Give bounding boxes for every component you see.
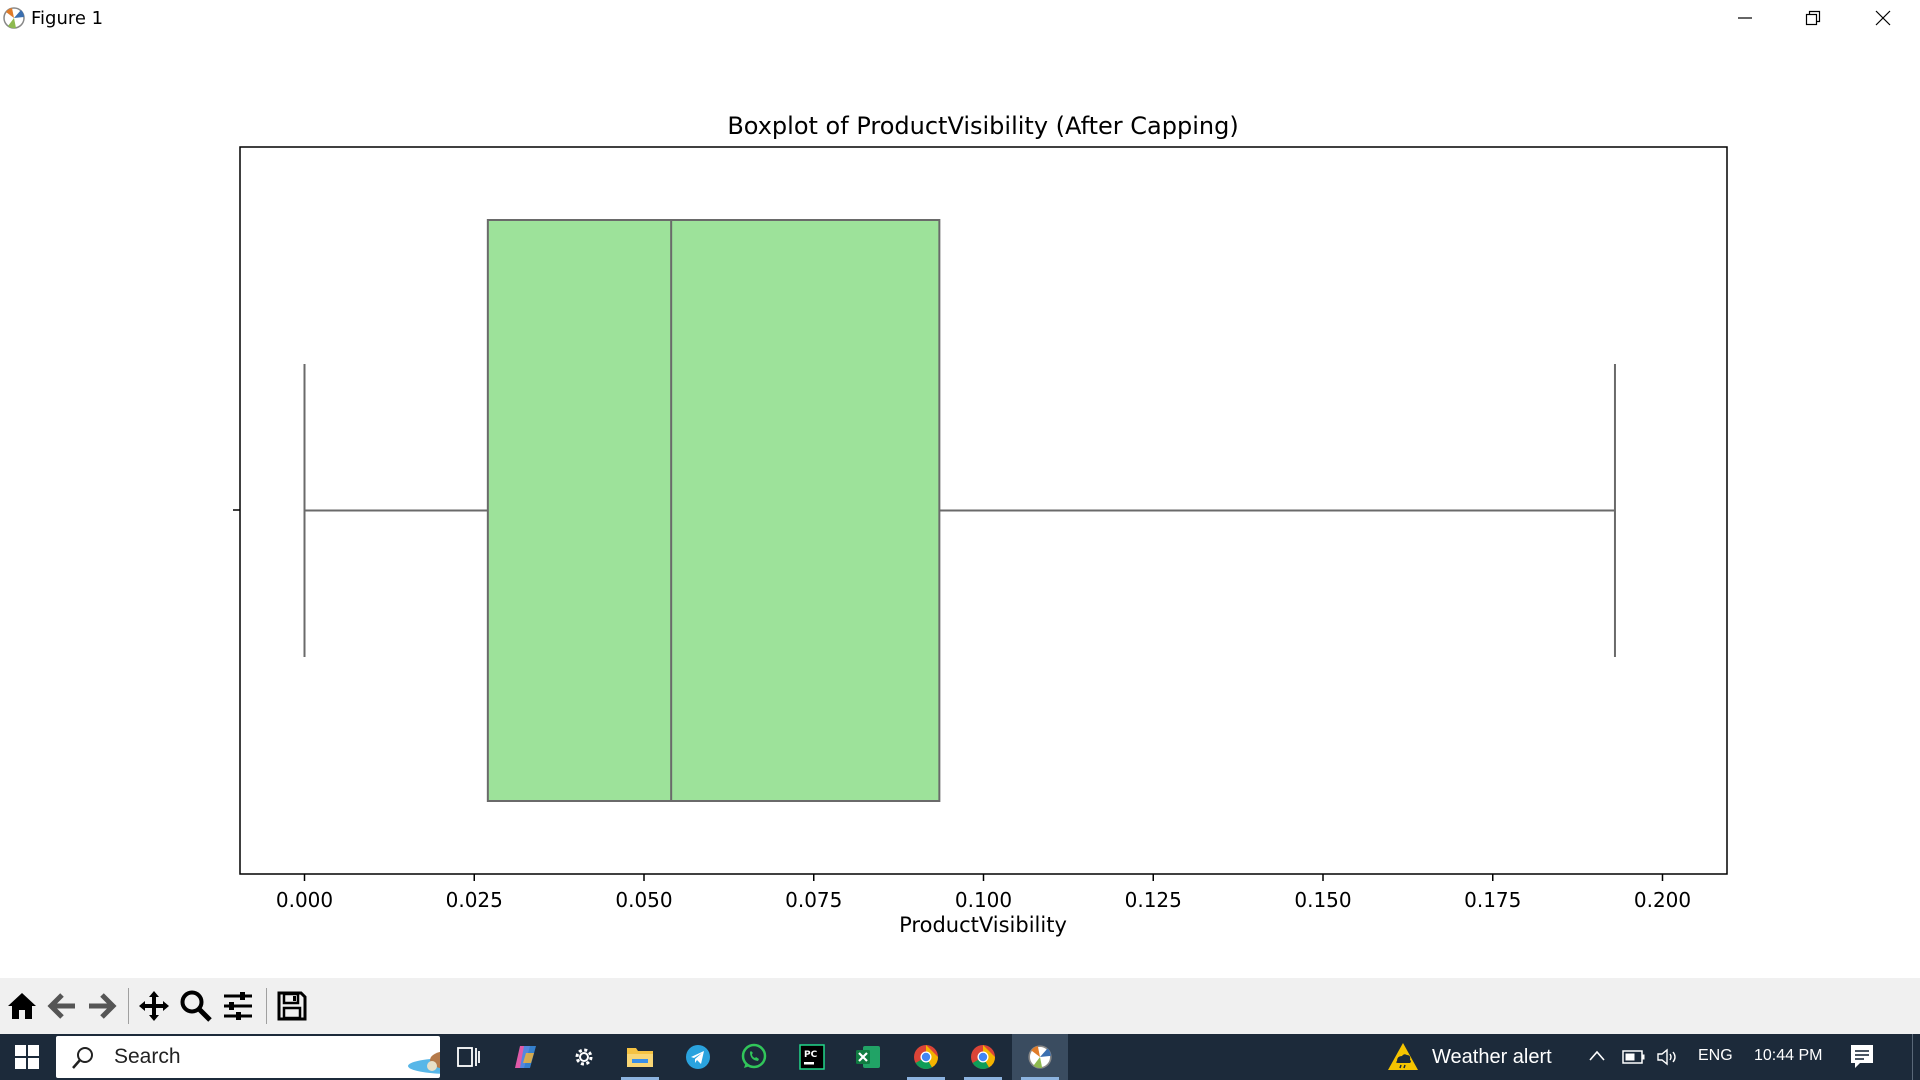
- pan-icon: [139, 991, 169, 1021]
- close-button[interactable]: [1848, 0, 1918, 36]
- weather-alert-text: Weather alert: [1432, 1045, 1552, 1068]
- notification-center-icon[interactable]: [1848, 1042, 1876, 1072]
- whatsapp-button[interactable]: [726, 1034, 782, 1080]
- chrome-profile-button[interactable]: [955, 1034, 1011, 1080]
- task-view-icon: [457, 1047, 480, 1067]
- close-icon: [1875, 10, 1891, 26]
- search-placeholder: Search: [114, 1045, 181, 1068]
- matplotlib-app-icon: [3, 7, 25, 29]
- taskbar-clock[interactable]: 10:44 PM: [1754, 1047, 1823, 1064]
- restore-icon: [1805, 10, 1821, 26]
- navigation-toolbar: [0, 978, 1920, 1034]
- running-indicator: [1021, 1077, 1059, 1080]
- toolbar-separator: [128, 988, 129, 1024]
- window-title: Figure 1: [31, 8, 104, 29]
- configure-subplots-button[interactable]: [220, 988, 256, 1024]
- x-tick-label: 0.100: [955, 888, 1012, 912]
- settings-button[interactable]: [556, 1034, 612, 1080]
- configure-subplots-icon: [224, 992, 252, 1020]
- back-button[interactable]: [44, 988, 80, 1024]
- chart-title: Boxplot of ProductVisibility (After Capp…: [727, 112, 1238, 140]
- restore-button[interactable]: [1778, 0, 1848, 36]
- telegram-icon: [686, 1045, 710, 1069]
- whatsapp-icon: [741, 1043, 767, 1069]
- matplotlib-figure-button[interactable]: [1012, 1034, 1068, 1080]
- x-tick-label: 0.000: [276, 888, 333, 912]
- telegram-button[interactable]: [670, 1034, 726, 1080]
- interquartile-box: [486, 219, 941, 802]
- file-explorer-button[interactable]: [612, 1034, 668, 1080]
- x-tick-label: 0.200: [1634, 888, 1691, 912]
- home-icon: [8, 993, 36, 1019]
- x-tick-label: 0.025: [446, 888, 503, 912]
- pan-button[interactable]: [136, 988, 172, 1024]
- running-indicator: [907, 1077, 945, 1080]
- minimize-icon: [1738, 17, 1752, 19]
- zoom-button[interactable]: [178, 988, 214, 1024]
- language-indicator[interactable]: ENG: [1698, 1047, 1733, 1064]
- weather-widget[interactable]: Weather alert: [1386, 1034, 1552, 1080]
- chrome-icon: [914, 1045, 938, 1070]
- search-icon: [72, 1047, 93, 1069]
- chevron-up-icon[interactable]: [1588, 1049, 1606, 1063]
- copilot-icon: [515, 1046, 536, 1068]
- start-button[interactable]: [0, 1034, 54, 1080]
- x-tick-label: 0.150: [1294, 888, 1351, 912]
- chrome-button[interactable]: [898, 1034, 954, 1080]
- chrome-alt-icon: [971, 1045, 995, 1070]
- running-indicator: [964, 1077, 1002, 1080]
- show-desktop-button[interactable]: [1912, 1034, 1920, 1080]
- boxplot-chart: Boxplot of ProductVisibility (After Capp…: [233, 112, 1728, 937]
- window-title-bar: Figure 1: [0, 0, 1920, 36]
- pycharm-button[interactable]: PC: [784, 1034, 840, 1080]
- settings-icon: [575, 1048, 593, 1066]
- back-icon: [47, 993, 75, 1019]
- forward-button[interactable]: [84, 988, 120, 1024]
- file-explorer-icon: [627, 1048, 653, 1067]
- svg-text:PC: PC: [804, 1050, 818, 1060]
- task-view-button[interactable]: [440, 1034, 496, 1080]
- minimize-button[interactable]: [1710, 0, 1780, 36]
- pycharm-icon: PC: [799, 1044, 825, 1070]
- taskbar-search-box[interactable]: Search: [56, 1036, 440, 1078]
- volume-icon[interactable]: [1656, 1047, 1680, 1067]
- taskbar: Search: [0, 1034, 1920, 1080]
- windows-logo-icon: [15, 1045, 39, 1069]
- x-tick-label: 0.175: [1464, 888, 1521, 912]
- excel-icon: [856, 1046, 880, 1068]
- x-tick-label: 0.125: [1125, 888, 1182, 912]
- x-tick-label: 0.075: [785, 888, 842, 912]
- matplotlib-figure-icon: [1028, 1045, 1052, 1069]
- battery-icon[interactable]: [1622, 1049, 1646, 1065]
- x-tick-label: 0.050: [615, 888, 672, 912]
- weather-alert-icon: [1388, 1043, 1418, 1070]
- zoom-icon: [180, 990, 212, 1022]
- forward-icon: [89, 993, 117, 1019]
- copilot-button[interactable]: [498, 1034, 554, 1080]
- save-button[interactable]: [274, 988, 310, 1024]
- search-highlight-art-icon: [408, 1051, 440, 1074]
- toolbar-separator: [266, 988, 267, 1024]
- home-button[interactable]: [4, 988, 40, 1024]
- x-axis-label: ProductVisibility: [899, 913, 1067, 937]
- excel-button[interactable]: [840, 1034, 896, 1080]
- running-indicator: [621, 1077, 659, 1080]
- figure-canvas[interactable]: Boxplot of ProductVisibility (After Capp…: [0, 36, 1920, 978]
- save-icon: [277, 991, 307, 1021]
